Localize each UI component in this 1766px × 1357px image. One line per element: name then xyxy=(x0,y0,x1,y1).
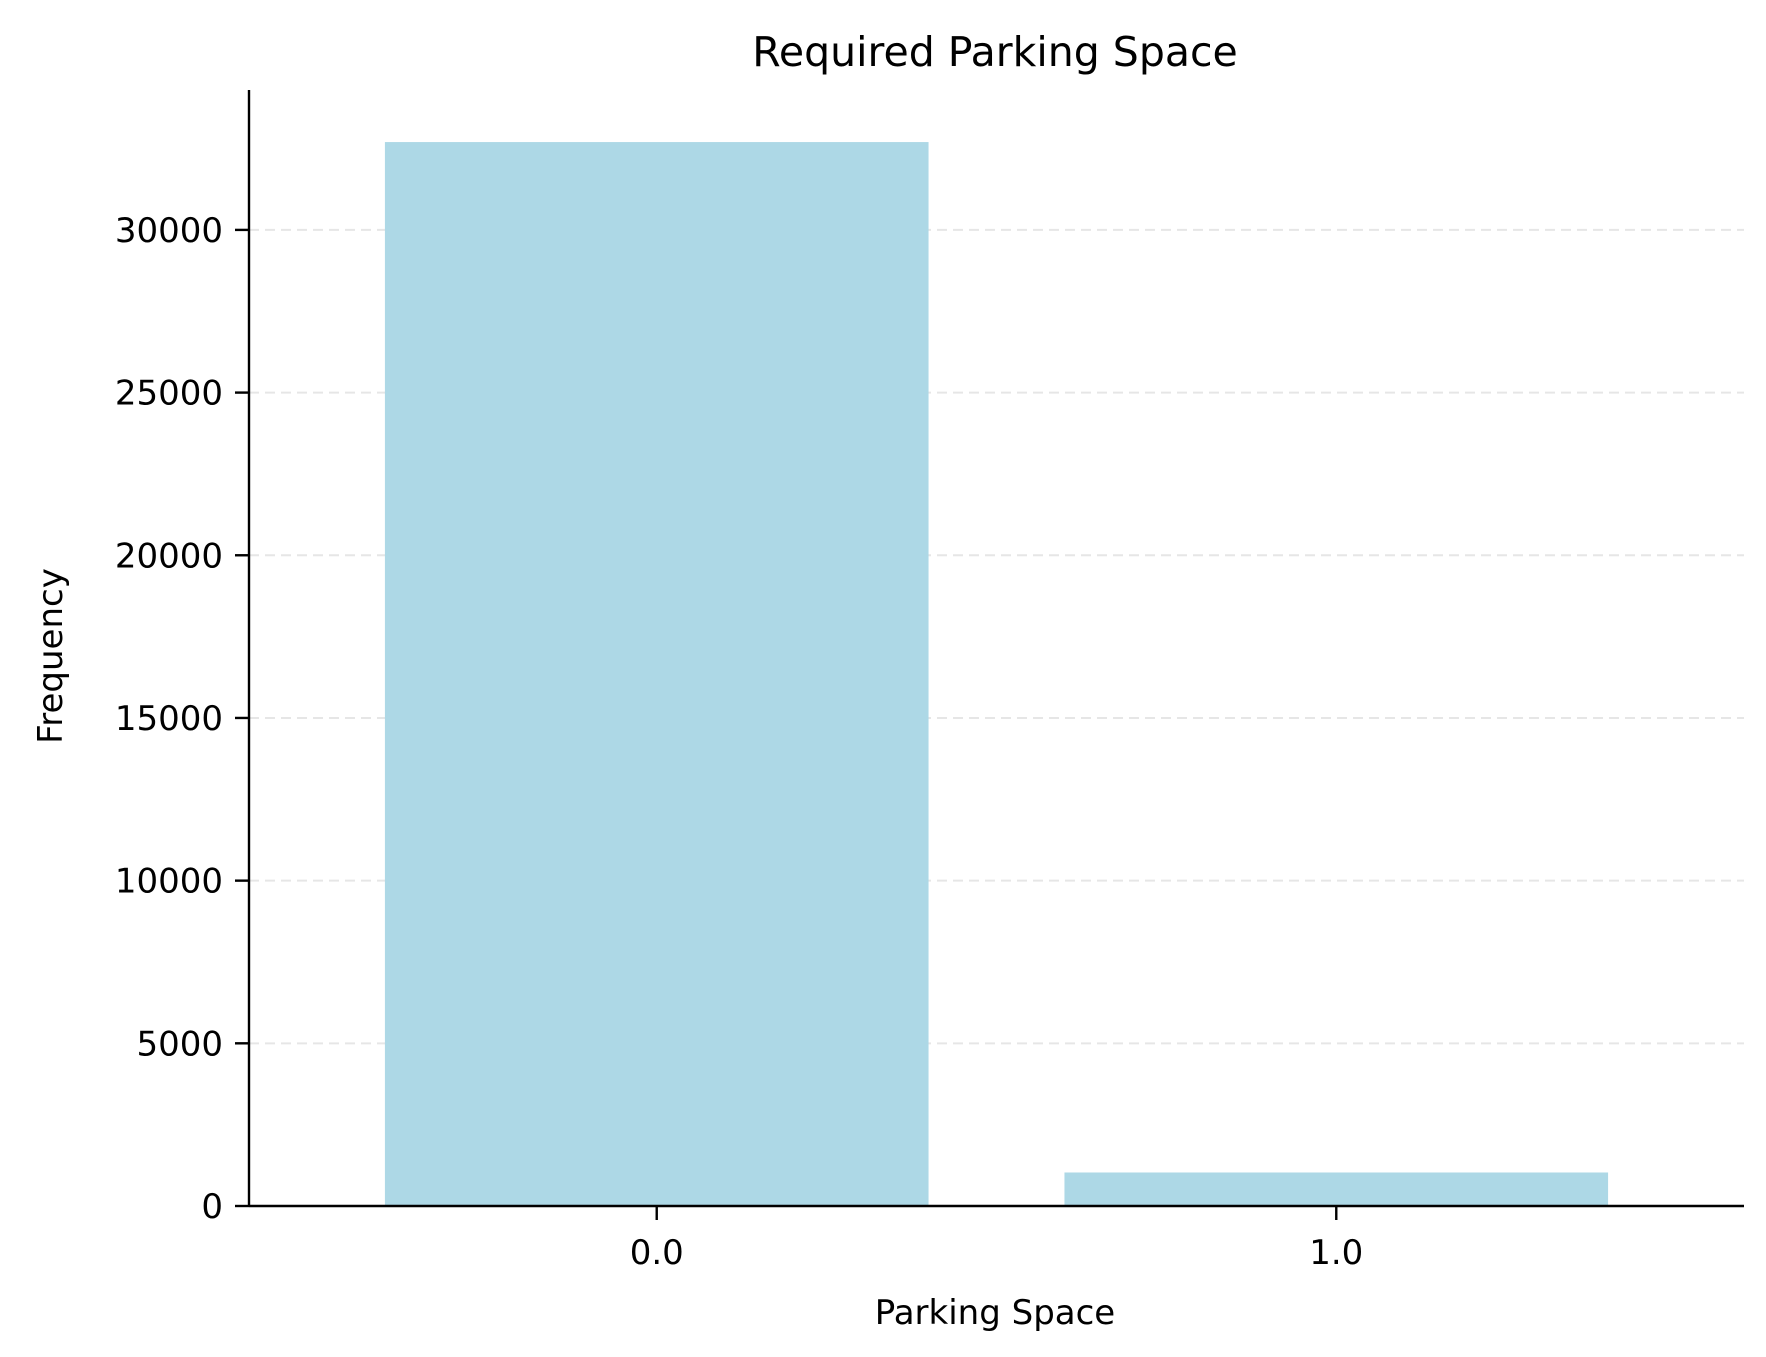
chart-title: Required Parking Space xyxy=(752,28,1238,76)
x-tick-label-0.0: 0.0 xyxy=(630,1233,684,1273)
y-tick-label-0: 0 xyxy=(201,1187,223,1227)
y-tick-label-20000: 20000 xyxy=(115,536,223,576)
x-tick-label-1.0: 1.0 xyxy=(1309,1233,1363,1273)
x-axis-title: Parking Space xyxy=(875,1293,1115,1333)
y-axis-title: Frequency xyxy=(31,568,71,744)
y-tick-label-30000: 30000 xyxy=(115,211,223,251)
y-tick-label-25000: 25000 xyxy=(115,374,223,414)
bars xyxy=(384,142,1609,1206)
ticks: 0 5000 10000 15000 20000 25000 30000 0.0 1.0 xyxy=(115,211,1363,1273)
y-tick-label-5000: 5000 xyxy=(136,1024,223,1064)
bar-0.0 xyxy=(384,142,929,1206)
y-tick-label-10000: 10000 xyxy=(115,862,223,902)
bar-1.0 xyxy=(1064,1172,1609,1206)
y-tick-label-15000: 15000 xyxy=(115,699,223,739)
axes xyxy=(247,90,1744,1208)
